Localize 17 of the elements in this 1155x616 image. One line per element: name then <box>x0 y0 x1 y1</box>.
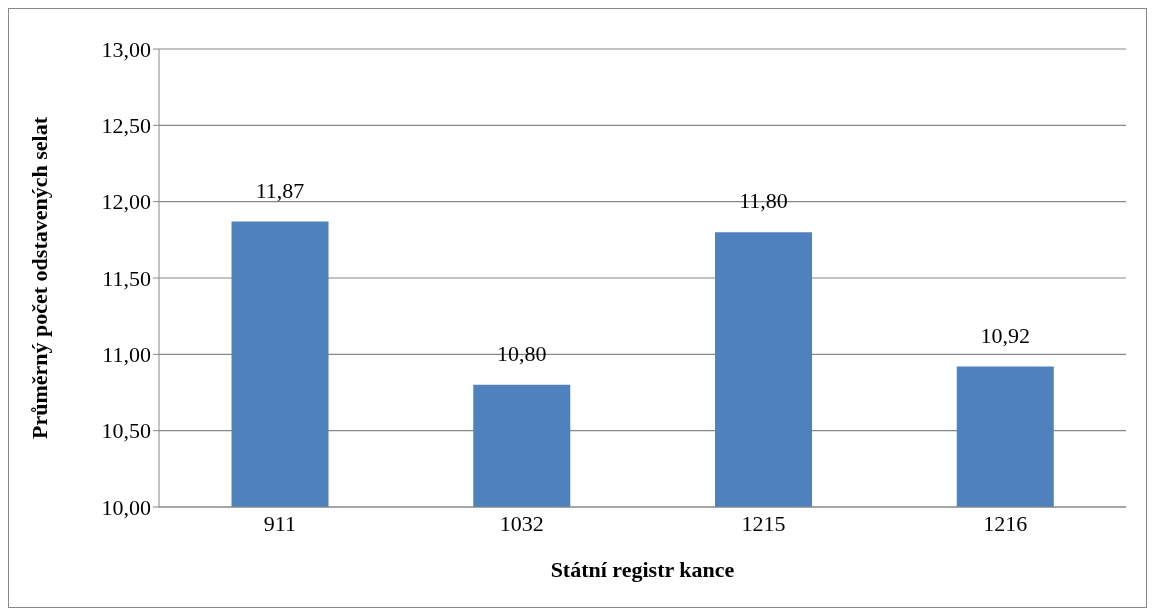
y-tick-label: 12,50 <box>101 113 151 139</box>
x-tick-label: 1216 <box>983 510 1028 536</box>
y-tick-label: 12,00 <box>101 189 151 215</box>
data-label: 10,80 <box>497 340 547 366</box>
x-tick-label: 911 <box>263 510 296 536</box>
data-label: 11,80 <box>739 188 788 214</box>
data-label: 10,92 <box>980 322 1031 348</box>
x-tick-label: 1032 <box>499 510 544 536</box>
y-tick-label: 10,50 <box>101 418 151 444</box>
y-tick-label: 11,00 <box>102 342 151 368</box>
y-axis-title: Průměrný počet odstavených selat <box>26 116 52 440</box>
y-tick-label: 11,50 <box>102 265 151 291</box>
x-axis-title: Státní registr kance <box>550 557 735 582</box>
y-tick-label: 10,00 <box>101 494 151 520</box>
x-tick-label: 1215 <box>741 510 786 536</box>
y-tick-label: 13,00 <box>101 36 151 62</box>
data-label: 11,87 <box>255 177 305 203</box>
